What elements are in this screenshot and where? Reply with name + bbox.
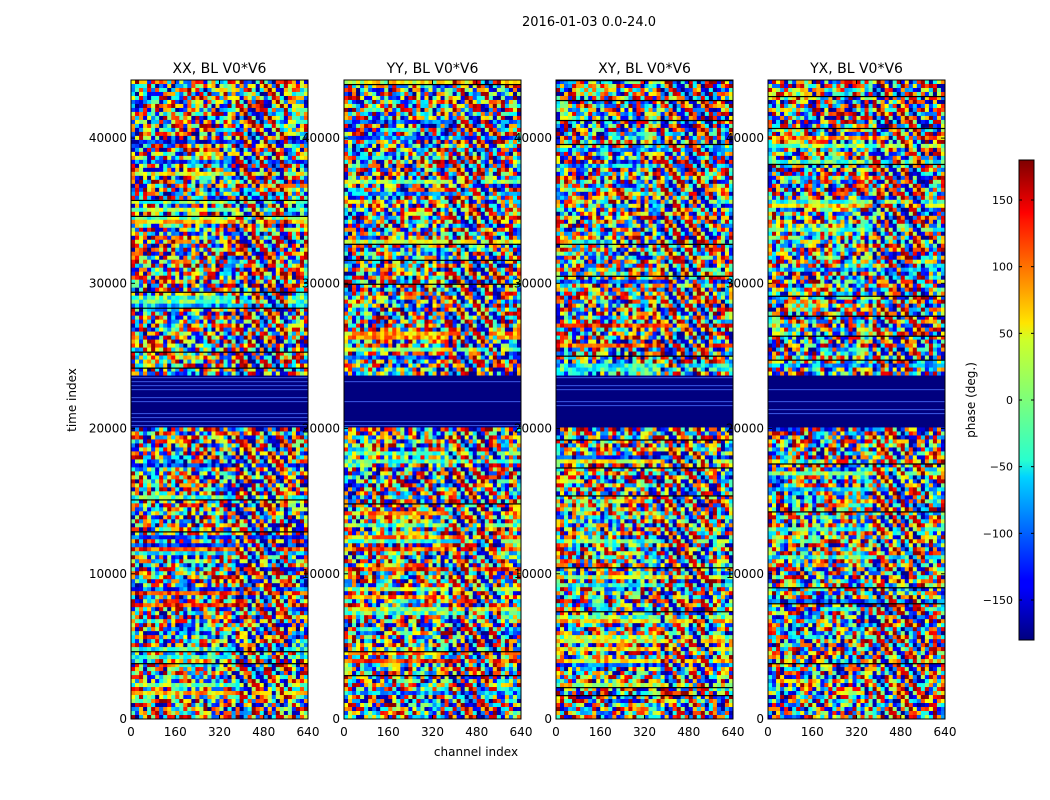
phase-heatmap: [131, 80, 308, 719]
x-tick-label: 480: [889, 725, 912, 739]
panel-title: YX, BL V0*V6: [809, 61, 903, 77]
colorbar-tick-label: −100: [983, 527, 1013, 540]
colorbar-tick-label: 100: [992, 261, 1013, 274]
x-tick-label: 480: [252, 725, 275, 739]
x-tick-label: 480: [465, 725, 488, 739]
x-tick-label: 320: [845, 725, 868, 739]
y-tick-label: 30000: [302, 276, 340, 290]
y-tick-label: 0: [332, 712, 340, 726]
phase-heatmap: [768, 80, 945, 719]
y-tick-label: 20000: [89, 422, 127, 436]
y-tick-label: 10000: [514, 567, 552, 581]
x-tick-label: 0: [764, 725, 772, 739]
y-tick-label: 40000: [726, 131, 764, 145]
y-tick-label: 0: [544, 712, 552, 726]
x-tick-label: 160: [377, 725, 400, 739]
y-tick-label: 30000: [89, 276, 127, 290]
x-tick-label: 640: [297, 725, 320, 739]
y-tick-label: 0: [119, 712, 127, 726]
y-tick-label: 30000: [514, 276, 552, 290]
x-tick-label: 320: [421, 725, 444, 739]
y-tick-label: 40000: [302, 131, 340, 145]
x-tick-label: 640: [934, 725, 957, 739]
y-tick-label: 20000: [726, 422, 764, 436]
colorbar-label: phase (deg.): [964, 362, 978, 438]
x-tick-label: 640: [510, 725, 533, 739]
figure: 2016-01-03 0.0-24.0 XX, BL V0*V6 0 160 320 4…: [0, 0, 1050, 800]
y-tick-label: 10000: [89, 567, 127, 581]
x-tick-label: 0: [552, 725, 560, 739]
panel: XX, BL V0*V6 0 160 320 480 640 0 10000 20000 3000…: [89, 61, 320, 739]
colorbar-tick-label: −150: [983, 594, 1013, 607]
y-tick-label: 40000: [89, 131, 127, 145]
y-tick-label: 40000: [514, 131, 552, 145]
panels: XX, BL V0*V6 0 160 320 480 640 0 10000 20000 3000…: [89, 61, 957, 739]
x-tick-label: 0: [127, 725, 135, 739]
x-tick-label: 320: [208, 725, 231, 739]
x-tick-label: 480: [677, 725, 700, 739]
colorbar-tick-label: 50: [999, 327, 1013, 340]
figure-title: 2016-01-03 0.0-24.0: [522, 15, 656, 30]
panel: YY, BL V0*V6 0 160 320 480 640 0 10000 20000 3000…: [302, 61, 533, 739]
x-tick-label: 160: [801, 725, 824, 739]
x-tick-label: 320: [633, 725, 656, 739]
y-tick-label: 0: [756, 712, 764, 726]
y-tick-label: 20000: [514, 422, 552, 436]
colorbar-tick-label: 150: [992, 194, 1013, 207]
panel-title: YY, BL V0*V6: [386, 61, 479, 77]
colorbar-tick-label: 0: [1006, 394, 1013, 407]
colorbar: 150 100 50 0 −50 −100 −150 phase (deg.): [964, 160, 1034, 640]
y-tick-label: 20000: [302, 422, 340, 436]
x-tick-label: 160: [164, 725, 187, 739]
y-tick-label: 10000: [302, 567, 340, 581]
x-tick-label: 160: [589, 725, 612, 739]
panel-title: XX, BL V0*V6: [173, 61, 267, 77]
panel-title: XY, BL V0*V6: [598, 61, 691, 77]
panel: XY, BL V0*V6 0 160 320 480 640 0 10000 20000 3000…: [514, 61, 745, 739]
x-tick-label: 640: [722, 725, 745, 739]
phase-heatmap: [556, 80, 733, 719]
colorbar-tick-label: −50: [990, 461, 1013, 474]
x-axis-label: channel index: [434, 745, 518, 759]
x-tick-label: 0: [340, 725, 348, 739]
y-tick-label: 10000: [726, 567, 764, 581]
y-tick-label: 30000: [726, 276, 764, 290]
panel: YX, BL V0*V6 0 160 320 480 640 0 10000 20000 3000…: [726, 61, 957, 739]
phase-heatmap: [344, 80, 521, 719]
y-axis-label: time index: [65, 368, 79, 432]
